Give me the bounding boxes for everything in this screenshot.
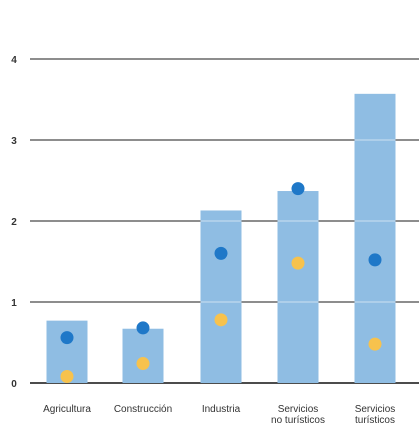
blue-dot [368,253,382,267]
bar [277,191,319,383]
x-category-label: Construcción [114,404,172,415]
bar [354,93,396,383]
x-category-label: Industria [202,404,241,415]
y-tick-label: 2 [11,217,17,228]
yellow-dot [60,370,74,384]
bars [46,93,396,383]
blue-dot [60,331,74,345]
y-axis-ticks: 0 1 2 3 4 [11,55,17,390]
y-tick-label: 4 [11,55,17,66]
bar [200,210,242,383]
yellow-dot [214,313,228,327]
yellow-dot [291,256,305,270]
blue-dot [291,182,305,196]
x-category-label: no turísticos [271,415,325,426]
y-tick-label: 3 [11,136,17,147]
x-category-label: Servicios [278,404,319,415]
x-axis-labels: Agricultura Construcción Industria Servicio… [43,404,395,426]
dots [60,182,382,384]
bar [122,328,164,383]
yellow-dot [368,337,382,351]
y-tick-label: 1 [11,298,17,309]
x-category-label: turísticos [355,415,395,426]
y-tick-label: 0 [11,379,17,390]
yellow-dot [136,357,150,371]
blue-dot [214,246,228,260]
blue-dot [136,321,150,335]
x-category-label: Servicios [355,404,396,415]
x-category-label: Agricultura [43,404,91,415]
